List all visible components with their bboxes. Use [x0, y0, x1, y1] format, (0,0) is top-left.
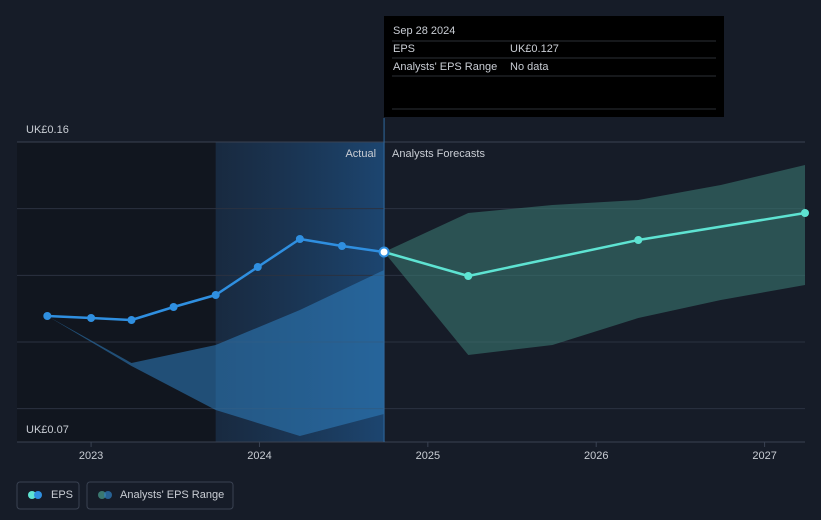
eps-point [43, 312, 52, 320]
eps-forecast-line [383, 211, 806, 278]
x-tick-label: 2025 [416, 450, 440, 462]
eps-range-area [47, 270, 385, 436]
legend-swatch [98, 491, 106, 499]
x-tick-label: 2026 [584, 450, 608, 462]
tooltip-row-value: No data [510, 61, 549, 73]
tooltip-row-label: Analysts' EPS Range [393, 61, 497, 73]
eps-forecast-point [634, 236, 643, 244]
eps-current-point [378, 246, 390, 258]
legend-button[interactable] [16, 481, 80, 510]
legend-swatch [104, 491, 112, 499]
eps-point [253, 263, 262, 271]
eps-range-area [384, 165, 805, 355]
forecast-label: Analysts Forecasts [392, 148, 485, 160]
past-shade [17, 142, 216, 442]
y-tick-label: UK£0.16 [26, 124, 69, 136]
legend-swatch [28, 491, 36, 499]
legend-button[interactable] [86, 481, 234, 510]
tooltip [384, 16, 724, 117]
eps-point [127, 316, 136, 324]
y-tick-label: UK£0.07 [26, 424, 69, 436]
eps-forecast-point [801, 209, 809, 217]
eps-point [295, 235, 304, 243]
legend-swatch [34, 491, 42, 499]
x-tick-label: 2023 [79, 450, 103, 462]
tooltip-row-label: EPS [393, 43, 415, 55]
x-tick-label: 2024 [247, 450, 271, 462]
tooltip-date: Sep 28 2024 [393, 25, 455, 37]
eps-forecast-point [464, 272, 473, 280]
eps-point [87, 314, 96, 322]
eps-point [211, 291, 220, 299]
legend-label: EPS [51, 489, 73, 501]
actual-label: Actual [345, 148, 376, 160]
legend-label: Analysts' EPS Range [120, 489, 224, 501]
eps-point [337, 242, 346, 250]
eps-point [169, 303, 178, 311]
x-tick-label: 2027 [752, 450, 776, 462]
tooltip-row-value: UK£0.127 [510, 43, 559, 55]
